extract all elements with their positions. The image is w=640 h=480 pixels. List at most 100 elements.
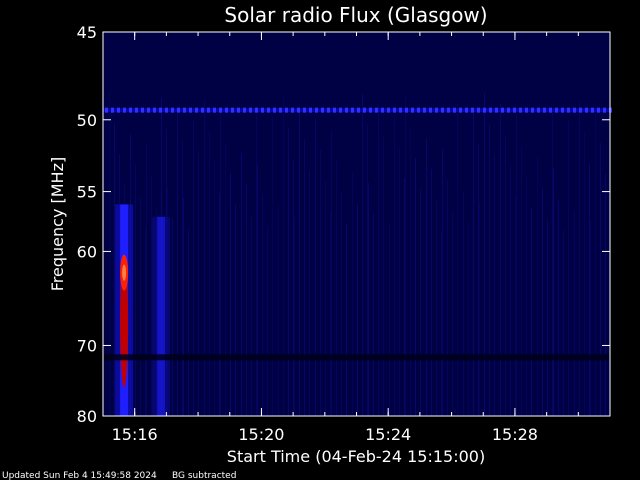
- interference-dot: [417, 107, 420, 113]
- interference-dot: [267, 107, 270, 113]
- interference-dot: [477, 107, 480, 113]
- noise-streak: [568, 121, 569, 416]
- noise-streak: [579, 101, 580, 416]
- interference-dot: [303, 107, 306, 113]
- noise-streak: [553, 168, 554, 416]
- interference-dot: [363, 107, 366, 113]
- interference-dot: [117, 107, 120, 113]
- interference-dot: [585, 107, 588, 113]
- interference-dot: [219, 107, 222, 113]
- footer-note: BG subtracted: [172, 471, 236, 480]
- noise-streak: [167, 187, 168, 416]
- noise-streak: [442, 149, 443, 416]
- interference-dot: [315, 107, 318, 113]
- noise-streak: [198, 151, 199, 416]
- noise-streak: [600, 143, 601, 416]
- noise-streak: [172, 218, 173, 416]
- interference-dot: [507, 107, 510, 113]
- interference-dot: [603, 107, 606, 113]
- noise-streak: [331, 130, 332, 416]
- noise-streak: [457, 102, 458, 416]
- interference-dot: [537, 107, 540, 113]
- noise-streak: [109, 92, 110, 416]
- noise-streak: [272, 117, 273, 416]
- interference-dot: [213, 107, 216, 113]
- noise-streak: [537, 157, 538, 416]
- noise-streak: [463, 191, 464, 416]
- noise-streak: [426, 138, 427, 416]
- noise-streak: [368, 183, 369, 416]
- noise-streak: [589, 163, 590, 416]
- interference-dot: [255, 107, 258, 113]
- noise-streak: [114, 123, 115, 416]
- interference-dot: [393, 107, 396, 113]
- y-tick-label: 60: [77, 242, 97, 261]
- spectrogram-background: [103, 32, 610, 416]
- noise-streak: [415, 158, 416, 416]
- noise-streak: [140, 196, 141, 416]
- noise-streak: [177, 109, 178, 416]
- interference-dot: [357, 107, 360, 113]
- x-axis-label: Start Time (04-Feb-24 15:15:00): [227, 447, 485, 466]
- interference-dot: [399, 107, 402, 113]
- noise-streak: [346, 223, 347, 416]
- interference-dot: [501, 107, 504, 113]
- interference-dot: [195, 107, 198, 113]
- noise-streak: [219, 193, 220, 416]
- noise-streak: [605, 174, 606, 416]
- noise-streak: [447, 180, 448, 416]
- noise-streak: [484, 93, 485, 416]
- noise-streak: [563, 230, 564, 416]
- interference-dot: [189, 107, 192, 113]
- interference-dot: [135, 107, 138, 113]
- interference-dot: [105, 107, 108, 113]
- noise-streak: [182, 140, 183, 416]
- noise-streak: [267, 226, 268, 416]
- interference-dot: [297, 107, 300, 113]
- interference-dot: [579, 107, 582, 113]
- interference-dot: [597, 107, 600, 113]
- y-tick-label: 70: [77, 336, 97, 355]
- noise-streak: [378, 105, 379, 416]
- noise-streak: [220, 111, 221, 416]
- noise-streak: [262, 195, 263, 416]
- interference-dot: [567, 107, 570, 113]
- interference-dot: [333, 107, 336, 113]
- noise-streak: [489, 124, 490, 416]
- burst-body: [157, 216, 166, 416]
- noise-streak: [193, 120, 194, 416]
- noise-streak: [352, 172, 353, 416]
- noise-streak: [293, 159, 294, 416]
- noise-streak: [436, 200, 437, 416]
- interference-dot: [525, 107, 528, 113]
- noise-streak: [214, 162, 215, 416]
- noise-streak: [552, 110, 553, 416]
- noise-streak: [410, 127, 411, 416]
- noise-streak: [584, 132, 585, 416]
- interference-dot: [159, 107, 162, 113]
- noise-streak: [531, 208, 532, 416]
- interference-dot: [237, 107, 240, 113]
- noise-streak: [521, 146, 522, 416]
- x-axis: 15:16 15:20 15:24 15:28: [102, 32, 611, 444]
- interference-dot: [309, 107, 312, 113]
- noise-streak: [478, 144, 479, 416]
- interference-dot: [345, 107, 348, 113]
- noise-streak: [336, 161, 337, 416]
- noise-streak: [389, 225, 390, 416]
- noise-streak: [283, 97, 284, 416]
- interference-dot: [495, 107, 498, 113]
- noise-streak: [547, 219, 548, 416]
- interference-dot: [249, 107, 252, 113]
- interference-dot: [531, 107, 534, 113]
- noise-streak: [494, 155, 495, 416]
- interference-dot: [147, 107, 150, 113]
- noise-streak: [399, 147, 400, 416]
- interference-dot: [375, 107, 378, 113]
- interference-dot: [471, 107, 474, 113]
- x-tick-label: 15:24: [365, 425, 411, 444]
- interference-dot: [561, 107, 564, 113]
- chart-title: Solar radio Flux (Glasgow): [224, 3, 487, 27]
- noise-streak: [156, 207, 157, 416]
- noise-streak: [278, 206, 279, 416]
